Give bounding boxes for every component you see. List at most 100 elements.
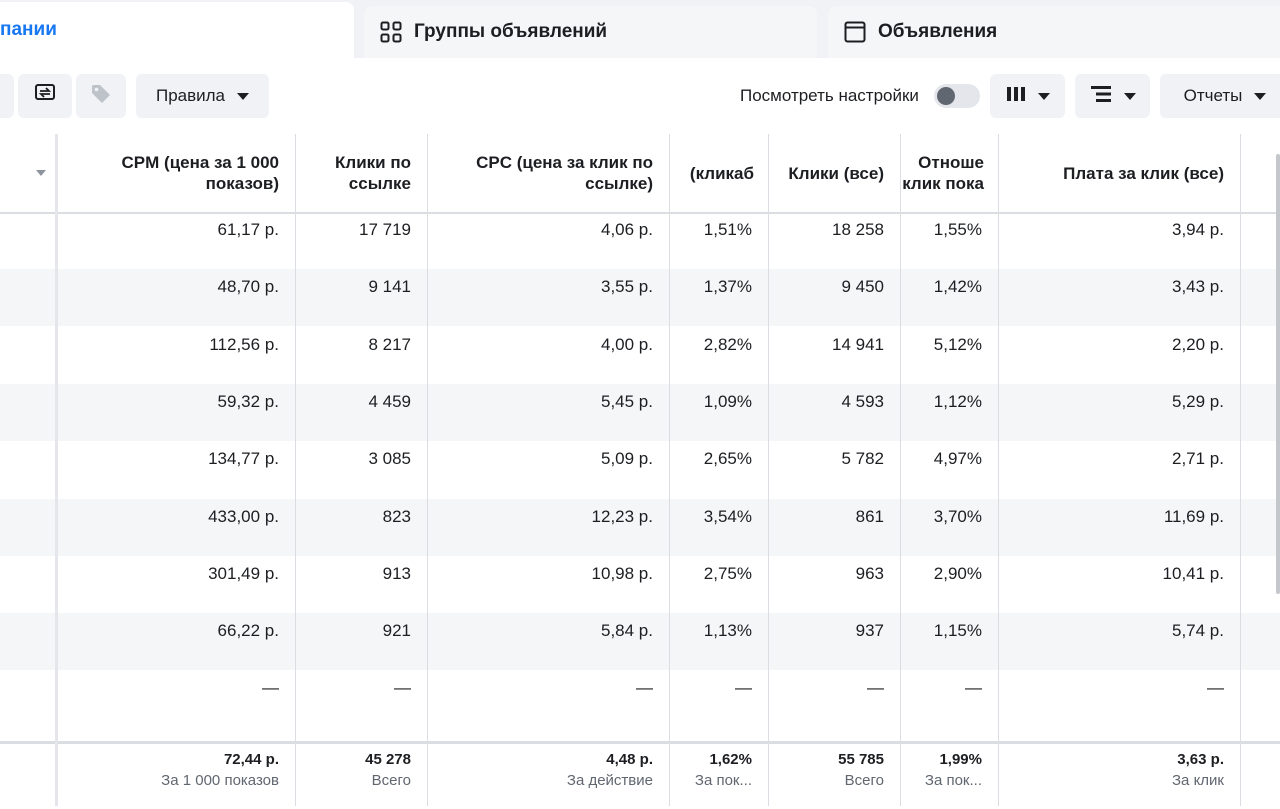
cell-cpc: 12,23 р. [591, 506, 653, 526]
column-divider [427, 134, 428, 806]
total-value: 1,99% [939, 751, 982, 768]
table-row[interactable]: 112,56 р. 8 217 4,00 р. 2,82% 14 941 5,12% 2,2… [0, 327, 1280, 384]
total-value: 3,63 р. [1177, 751, 1224, 768]
columns-dropdown[interactable] [990, 74, 1065, 118]
tab-campaigns-label: пании [0, 19, 57, 40]
column-header-partial[interactable] [0, 134, 56, 212]
cell-partial [0, 327, 56, 384]
cell-cost-per-click: 10,41 р. [1162, 563, 1224, 583]
cell-cpc: 4,00 р. [601, 334, 653, 354]
total-value: 45 278 [365, 751, 411, 768]
column-header-ctr[interactable]: (кликаб [669, 134, 768, 212]
table-row[interactable]: 301,49 р. 913 10,98 р. 2,75% 963 2,90% 10,41 р… [0, 556, 1280, 613]
column-header-cost-per-click[interactable]: Плата за клик (все) [998, 134, 1240, 212]
tag-button[interactable] [76, 74, 126, 118]
chevron-down-icon [1254, 92, 1267, 100]
cell-cost-per-click: — [1207, 678, 1224, 698]
column-header-clicks-all[interactable]: Клики (все) [768, 134, 900, 212]
table-row[interactable]: 61,17 р. 17 719 4,06 р. 1,51% 18 258 1,55% 3,9… [0, 212, 1280, 269]
sort-caret-icon [36, 170, 46, 176]
toolbar-button-partial[interactable] [0, 74, 14, 118]
breakdown-dropdown[interactable] [1075, 74, 1150, 118]
column-header-label: CPM (цена за 1 000 показов) [121, 153, 279, 193]
cell-partial [0, 613, 56, 670]
tab-ad-sets[interactable]: Группы объявлений [364, 6, 817, 58]
table-header: CPM (цена за 1 000 показов) Клики по ссыл… [0, 134, 1280, 214]
total-ctr: 1,62% За пок... [669, 744, 768, 806]
cell-click-ratio: 4,97% [933, 449, 982, 469]
total-caption: За пок... [694, 772, 752, 789]
swap-icon [34, 83, 56, 110]
column-header-cpc[interactable]: CPC (цена за клик по ссылке) [427, 134, 669, 212]
reports-dropdown[interactable]: Отчеты [1160, 74, 1280, 118]
cell-ctr: 2,65% [703, 449, 752, 469]
cell-ctr: 2,82% [703, 334, 752, 354]
cell-clicks-all: 861 [855, 506, 884, 526]
total-clicks-all: 55 785 Всего [768, 744, 900, 806]
column-header-label: CPC (цена за клик по ссылке) [476, 153, 653, 193]
total-caption: За 1 000 показов [161, 772, 279, 789]
cell-cpm: 134,77 р. [208, 449, 279, 469]
cell-partial [0, 269, 56, 326]
table-row[interactable]: 433,00 р. 823 12,23 р. 3,54% 861 3,70% 11,69 р… [0, 498, 1280, 556]
cell-link-clicks: 921 [382, 621, 411, 641]
tab-bar: пании Группы объявлений Объявления [0, 0, 1280, 58]
column-header-click-ratio[interactable]: Отноше клик пока [900, 134, 998, 212]
cell-partial [0, 384, 56, 441]
cell-cpc: — [636, 678, 653, 698]
tab-campaigns[interactable]: пании [0, 2, 354, 58]
cell-cost-per-click: 2,71 р. [1172, 449, 1224, 469]
table-row[interactable]: 134,77 р. 3 085 5,09 р. 2,65% 5 782 4,97% 2,71… [0, 441, 1280, 498]
cell-link-clicks: 3 085 [368, 449, 411, 469]
cell-clicks-all: — [867, 678, 884, 698]
view-settings-toggle[interactable] [934, 84, 980, 108]
rules-dropdown[interactable]: Правила [136, 74, 269, 118]
cell-cpc: 5,09 р. [601, 449, 653, 469]
table-row[interactable]: — — — — — — — [0, 670, 1280, 727]
cell-click-ratio: 1,12% [933, 391, 982, 411]
tab-ads[interactable]: Объявления [828, 6, 1280, 58]
total-cpm: 72,44 р. За 1 000 показов [58, 744, 295, 806]
cell-cpm: 433,00 р. [208, 506, 279, 526]
cell-cost-per-click: 11,69 р. [1163, 506, 1224, 526]
cell-cpm: 66,22 р. [217, 621, 279, 641]
cell-ctr: 2,75% [703, 563, 752, 583]
total-caption: Всего [844, 772, 884, 789]
total-value: 72,44 р. [223, 751, 279, 768]
total-cost-per-click: 3,63 р. За клик [998, 744, 1240, 806]
column-header-link-clicks[interactable]: Клики по ссылке [295, 134, 427, 212]
column-header-label: Отноше клик пока [902, 153, 984, 193]
vertical-scrollbar[interactable] [1276, 154, 1280, 594]
cell-cost-per-click: 3,43 р. [1172, 277, 1224, 297]
column-header-label: Клики (все) [788, 163, 884, 183]
column-divider [55, 134, 58, 806]
cell-partial [0, 556, 56, 613]
table-row[interactable]: 59,32 р. 4 459 5,45 р. 1,09% 4 593 1,12% 5,29 … [0, 383, 1280, 441]
cell-cpm: 61,17 р. [217, 220, 279, 239]
total-value: 4,48 р. [606, 751, 653, 768]
table-row[interactable]: 48,70 р. 9 141 3,55 р. 1,37% 9 450 1,42% 3,43 … [0, 269, 1280, 327]
cell-link-clicks: 4 459 [368, 391, 411, 411]
column-divider [1240, 134, 1241, 806]
column-header-label: Плата за клик (все) [1063, 163, 1224, 183]
total-caption: За пок... [924, 772, 982, 789]
total-caption: За клик [1172, 772, 1224, 789]
column-divider [768, 134, 769, 806]
total-caption: Всего [371, 772, 411, 789]
tab-ads-label: Объявления [878, 21, 998, 42]
column-header-label: Клики по ссылке [335, 153, 411, 193]
cell-partial [0, 212, 56, 269]
tag-icon [90, 83, 112, 110]
reports-label: Отчеты [1183, 86, 1243, 105]
ab-test-button[interactable] [18, 74, 72, 118]
total-cpc: 4,48 р. За действие [427, 744, 669, 806]
table-row[interactable]: 66,22 р. 921 5,84 р. 1,13% 937 1,15% 5,74 р. [0, 613, 1280, 671]
cell-cost-per-click: 2,20 р. [1172, 334, 1224, 354]
cell-click-ratio: 3,70% [933, 506, 982, 526]
column-header-cpm[interactable]: CPM (цена за 1 000 показов) [58, 134, 295, 212]
cell-link-clicks: — [394, 678, 411, 698]
cell-cpc: 5,45 р. [601, 391, 653, 411]
column-divider [998, 134, 999, 806]
ad-sets-icon [380, 21, 402, 43]
cell-cpc: 4,06 р. [601, 220, 653, 239]
